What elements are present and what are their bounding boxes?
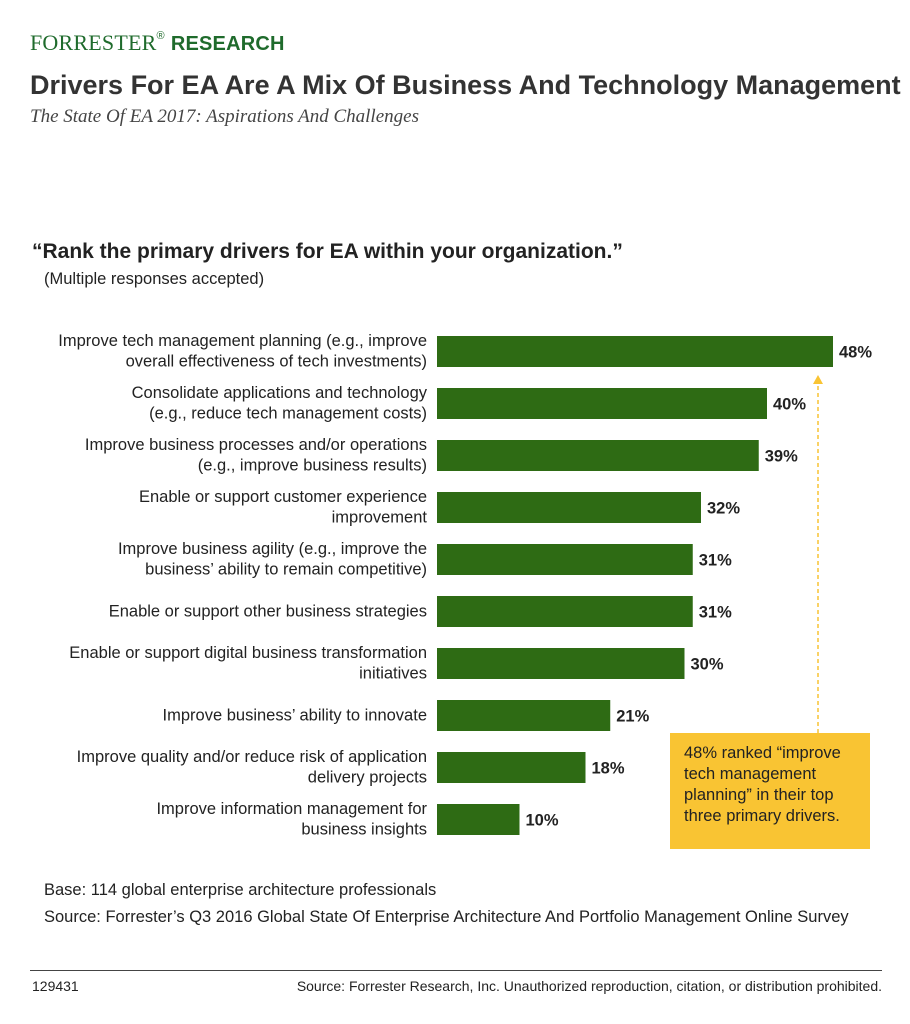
category-label-8-line-1: Improve business’ ability to innovate [163,706,427,724]
category-label-4-line-2: improvement [332,509,428,527]
bar-5 [437,544,693,575]
footer-source: Source: Forrester Research, Inc. Unautho… [296,978,882,994]
base-note: Base: 114 global enterprise architecture… [44,881,437,899]
category-label-1-line-2: overall effectiveness of tech investment… [126,353,427,371]
category-label-2-line-1: Consolidate applications and technology [132,384,428,402]
drivers-bar-chart: 48% Improve tech management planning (e.g… [58,332,872,839]
logo-brand: FORRESTER [30,30,157,55]
category-label-5-line-1: Improve business agility (e.g., improve … [118,540,427,558]
bar-4 [437,492,701,523]
bar-9 [437,752,586,783]
bar-1 [437,336,833,367]
bar-value-label-10: 10% [526,812,559,830]
bar-value-label-2: 40% [773,396,806,414]
category-label-6-line-1: Enable or support other business strateg… [109,602,427,620]
bar-10 [437,804,520,835]
chart-question: “Rank the primary drivers for EA within … [32,240,623,263]
bar-value-label-6: 31% [699,604,732,622]
footer-id: 129431 [32,978,79,994]
bar-value-label-8: 21% [616,708,649,726]
category-label-2-line-2: (e.g., reduce tech management costs) [149,405,427,423]
bar-7 [437,648,685,679]
bar-value-label-1: 48% [839,344,872,362]
category-label-7-line-2: initiatives [359,665,427,683]
bar-2 [437,388,767,419]
category-label-5-line-2: business’ ability to remain competitive) [145,561,427,579]
logo-registered-mark: ® [156,30,165,42]
category-label-10-line-2: business insights [301,821,427,839]
callout-box: 48% ranked “improve tech management plan… [670,733,870,849]
bar-3 [437,440,759,471]
bar-8 [437,700,611,731]
bar-value-label-5: 31% [699,552,732,570]
logo-sub: RESEARCH [170,33,285,55]
category-label-3-line-1: Improve business processes and/or operat… [85,436,427,454]
category-label-10-line-1: Improve information management for [156,800,427,818]
category-label-7-line-1: Enable or support digital business trans… [69,644,427,662]
bar-value-label-3: 39% [765,448,798,466]
page-title: Drivers For EA Are A Mix Of Business And… [30,70,901,100]
bar-6 [437,596,693,627]
bar-value-label-7: 30% [691,656,724,674]
callout-arrowhead [813,375,823,384]
page-subtitle: The State Of EA 2017: Aspirations And Ch… [30,106,419,127]
category-label-9-line-2: delivery projects [308,769,427,787]
category-label-1-line-1: Improve tech management planning (e.g., … [58,332,427,350]
category-label-3-line-2: (e.g., improve business results) [198,457,427,475]
forrester-logo: FORRESTER® RESEARCH [30,30,285,56]
category-label-4-line-1: Enable or support customer experience [139,488,427,506]
source-note: Source: Forrester’s Q3 2016 Global State… [44,908,849,926]
footer-divider [30,970,882,971]
category-label-9-line-1: Improve quality and/or reduce risk of ap… [77,748,427,766]
chart-question-note: (Multiple responses accepted) [44,270,265,288]
bar-value-label-9: 18% [592,760,625,778]
bar-value-label-4: 32% [707,500,740,518]
